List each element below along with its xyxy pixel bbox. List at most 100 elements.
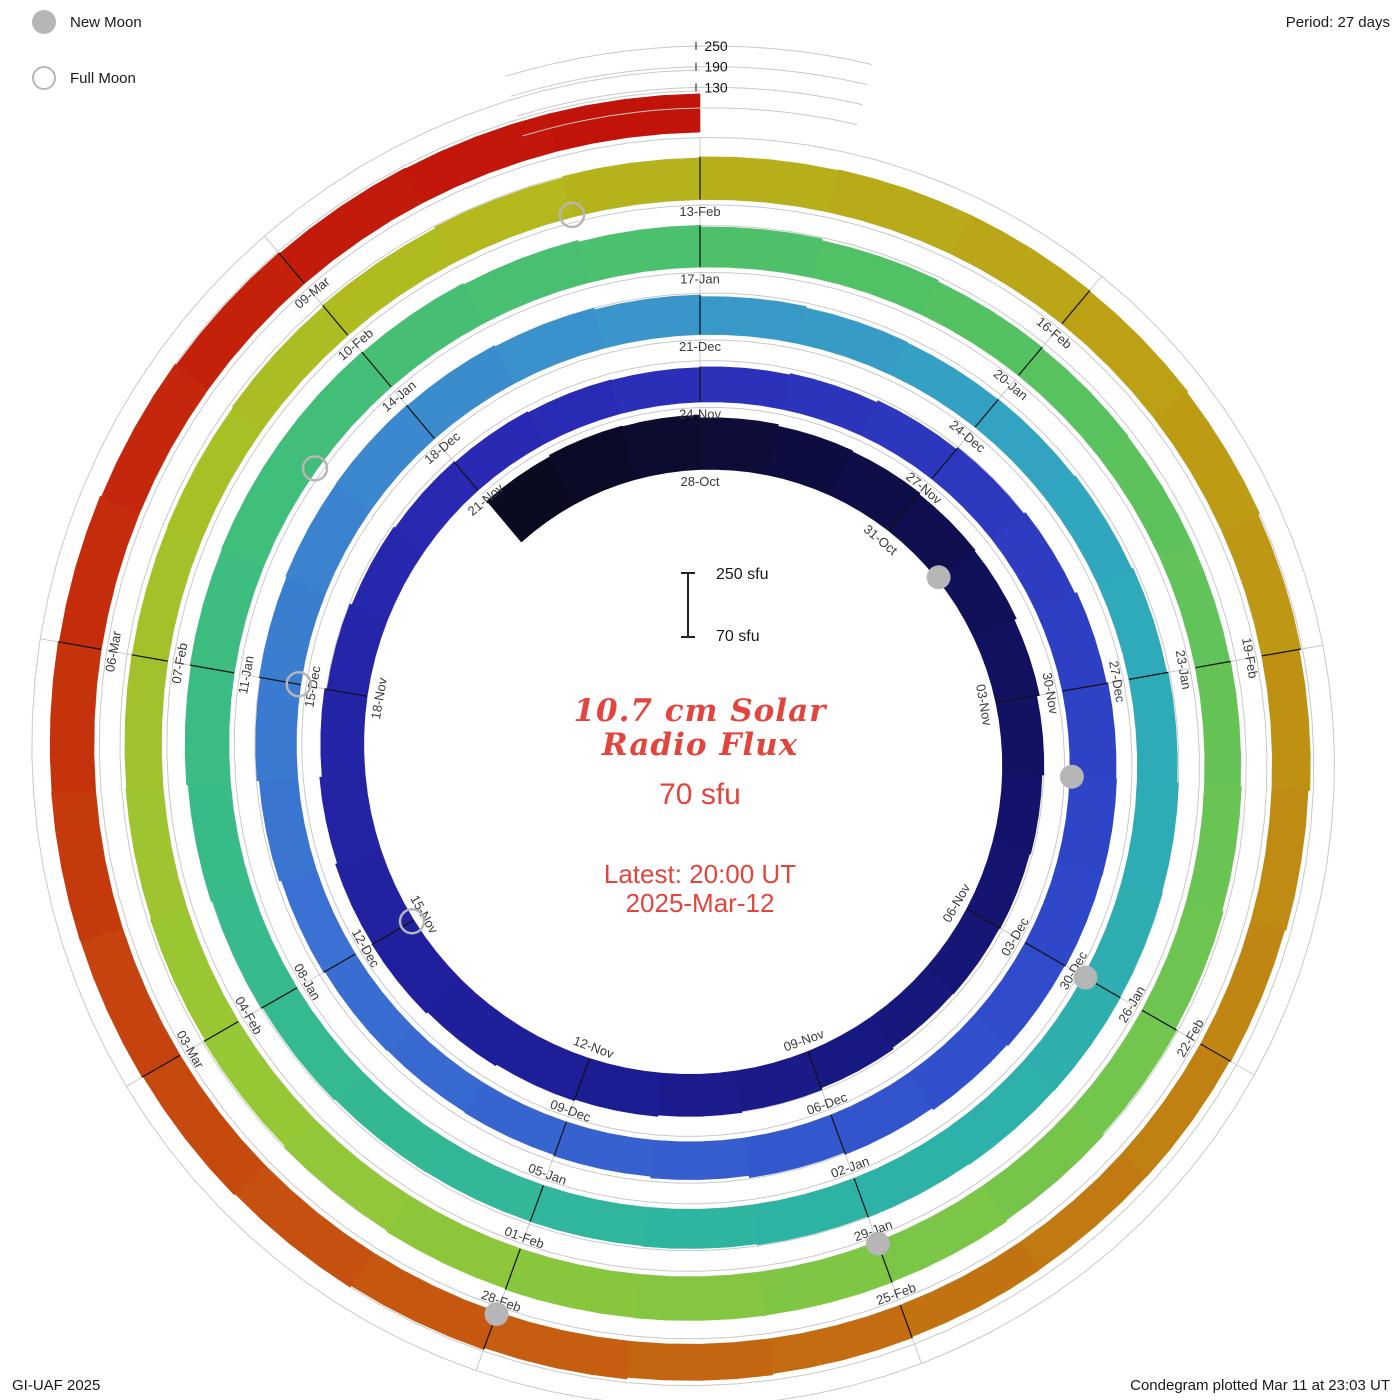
flux-bar (633, 1271, 766, 1321)
date-tick (323, 953, 356, 973)
date-tick (278, 252, 305, 284)
date-label: 15-Dec (301, 664, 323, 708)
date-label: 11-Jan (235, 654, 257, 695)
date-tick (1024, 942, 1066, 967)
date-tick (1200, 1043, 1232, 1062)
full-moon-marker (398, 908, 426, 935)
flux-bar (699, 296, 807, 344)
flux-bar (463, 240, 589, 324)
flux-bar (642, 1204, 758, 1249)
date-tick (453, 461, 479, 491)
full-moon-marker (285, 670, 312, 698)
full-moon-marker (558, 201, 586, 229)
date-tick (1195, 660, 1231, 669)
radial-axis-label: 130 (704, 79, 728, 95)
date-tick (807, 1051, 823, 1090)
flux-bar (1195, 661, 1242, 787)
date-tick (573, 1058, 591, 1101)
scale-band-line (522, 107, 858, 137)
flux-bar (547, 93, 701, 152)
date-label: 24-Nov (679, 407, 721, 422)
new-moon-marker (484, 1302, 509, 1327)
date-label: 27-Dec (1106, 660, 1128, 704)
date-tick (529, 1185, 544, 1222)
date-tick (504, 1248, 521, 1290)
flux-bar (1128, 672, 1178, 784)
flux-bar (574, 1058, 664, 1117)
flux-bar (626, 1338, 773, 1381)
date-label: 21-Dec (679, 339, 721, 354)
date-label: 13-Feb (679, 204, 720, 219)
flux-bar (1159, 542, 1231, 669)
date-label: 03-Nov (973, 683, 995, 727)
flux-bar (830, 1072, 933, 1155)
flux-bar (1250, 787, 1309, 931)
date-tick (261, 987, 298, 1009)
flux-bar (258, 778, 317, 882)
date-label: 19-Feb (1239, 636, 1261, 679)
flux-bar (1221, 513, 1302, 657)
date-tick (1061, 290, 1091, 325)
date-tick (361, 351, 392, 388)
flux-bar (767, 1304, 913, 1374)
flux-bar (505, 1248, 640, 1318)
flux-bar (699, 366, 791, 410)
date-tick (189, 664, 235, 674)
flux-bar (124, 654, 169, 789)
scale-band-line (505, 45, 873, 77)
flux-bar (1062, 682, 1117, 780)
scale-band-line (516, 86, 863, 117)
flux-bar (184, 664, 235, 786)
new-moon-marker (1073, 965, 1098, 990)
radial-axis-label: 250 (704, 38, 728, 54)
flux-bar (494, 307, 604, 385)
date-label: 17-Jan (680, 272, 720, 287)
date-tick (371, 919, 415, 945)
date-tick (324, 688, 368, 697)
flux-bar (781, 373, 878, 436)
flux-bar (657, 1070, 743, 1117)
date-tick (974, 399, 999, 428)
flux-bar (320, 688, 368, 778)
date-label: 28-Oct (680, 474, 719, 489)
flux-bar (187, 782, 253, 902)
date-tick (1261, 648, 1301, 657)
flux-bar (1056, 776, 1117, 876)
flux-bar (828, 169, 972, 255)
flux-bar (553, 1121, 656, 1177)
new-moon-marker (926, 565, 951, 590)
date-tick (899, 1304, 913, 1339)
flux-bar (131, 525, 202, 662)
flux-bar (255, 677, 302, 782)
flux-bar (319, 774, 382, 864)
flux-bar (650, 1137, 750, 1180)
date-tick (1018, 346, 1043, 376)
date-tick (1141, 1009, 1177, 1031)
date-label: 23-Jan (1173, 649, 1195, 691)
flux-bar (621, 414, 701, 480)
radial-axis-label: 190 (704, 59, 728, 75)
scale-band-line (510, 66, 868, 97)
new-moon-marker (865, 1231, 890, 1256)
date-label: 06-Mar (102, 629, 124, 673)
date-tick (58, 641, 102, 650)
flux-bar (992, 772, 1043, 855)
date-tick (553, 1121, 567, 1157)
date-tick (1062, 682, 1109, 692)
flux-bar (752, 1177, 869, 1246)
date-tick (322, 305, 349, 336)
date-tick (203, 1020, 239, 1042)
date-tick (406, 405, 435, 439)
date-tick (1128, 671, 1169, 680)
flux-bar (529, 1185, 648, 1247)
date-label: 18-Nov (368, 676, 390, 720)
date-tick (931, 447, 959, 480)
flux-bar (1186, 784, 1242, 912)
date-tick (887, 492, 921, 531)
full-moon-marker (301, 455, 329, 482)
flux-bar (49, 641, 102, 794)
date-tick (995, 694, 1040, 704)
date-label: 07-Feb (169, 642, 191, 685)
